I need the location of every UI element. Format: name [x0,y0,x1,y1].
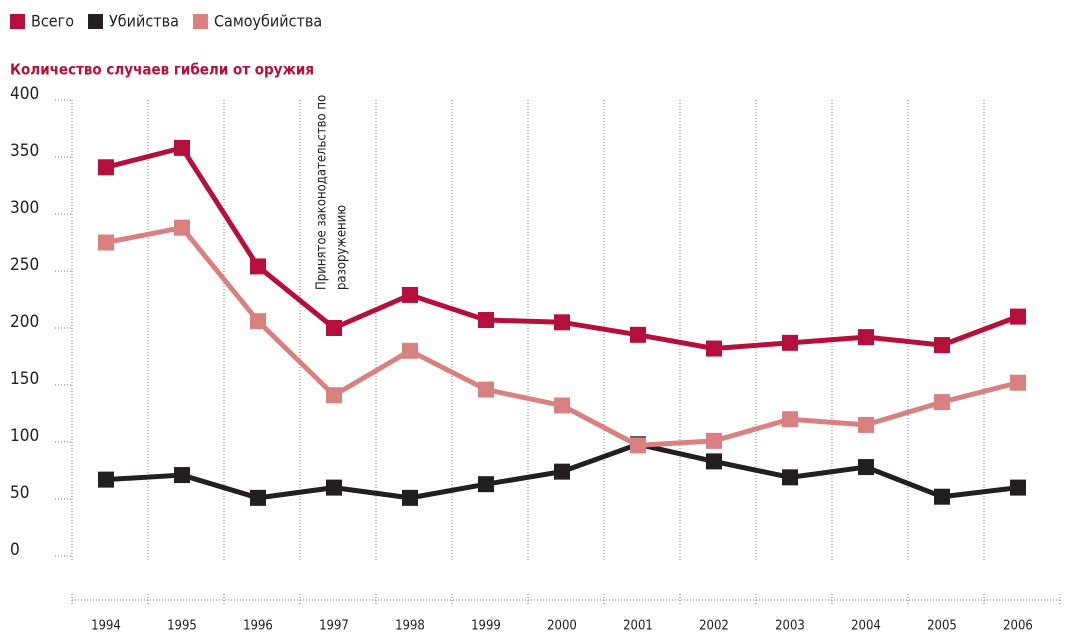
point-marker [858,329,874,346]
x-tick-label: 1997 [319,619,349,633]
point-marker [706,453,722,470]
point-marker [98,234,114,251]
chart-title: Количество случаев гибели от оружия [10,61,314,79]
legend-label: Всего [31,12,74,31]
point-marker [934,337,950,354]
point-marker [478,312,494,329]
legend-swatch [10,14,25,29]
x-tick-label: 2003 [775,619,805,633]
point-marker [706,432,722,449]
point-marker [326,320,342,336]
point-marker [934,394,950,411]
point-marker [1010,308,1026,325]
point-marker [554,397,570,414]
annotation: Принятое законодательство по [315,95,330,290]
point-marker [402,342,418,359]
y-tick-label: 300 [10,198,39,218]
y-tick-label: 350 [10,141,39,161]
point-marker [782,334,798,351]
point-marker [858,459,874,476]
y-tick-label: 150 [10,369,39,389]
point-marker [250,313,266,330]
x-tick-label: 2004 [851,619,881,633]
y-tick-label: 250 [10,255,39,275]
point-marker [554,463,570,480]
point-marker [326,387,342,404]
x-tick-label: 2000 [547,619,577,633]
point-marker [630,437,646,454]
point-marker [858,416,874,433]
x-tick-label: 2006 [1003,619,1033,633]
annotation: разоружению [335,205,350,290]
point-marker [174,139,190,156]
point-marker [250,258,266,275]
x-tick-label: 2001 [623,619,653,633]
y-tick-label: 100 [10,426,39,446]
x-tick-label: 1994 [91,619,121,633]
point-marker [326,479,342,496]
legend-swatch [88,14,104,29]
point-marker [782,469,798,486]
point-marker [554,314,570,331]
point-marker [630,326,646,343]
point-marker [478,381,494,398]
point-marker [706,340,722,357]
legend-swatch [192,14,208,29]
point-marker [934,488,950,505]
point-marker [1010,374,1026,391]
point-marker [98,159,114,176]
point-marker [782,411,798,428]
y-tick-label: 50 [10,483,29,503]
y-tick-label: 0 [10,540,20,560]
point-marker [402,489,418,506]
point-marker [478,476,494,493]
x-tick-label: 1999 [471,619,501,633]
point-marker [98,471,114,488]
x-tick-label: 1998 [395,619,425,633]
point-marker [250,489,266,506]
y-tick-label: 400 [10,84,39,104]
point-marker [1010,479,1026,496]
point-marker [174,219,190,236]
x-tick-label: 2005 [927,619,957,633]
x-tick-label: 1996 [243,619,273,633]
legend-label: Убийства [109,12,179,31]
x-tick-label: 2002 [699,619,729,633]
legend-label: Самоубийства [214,12,322,31]
y-tick-label: 200 [10,312,39,332]
point-marker [402,286,418,303]
x-tick-label: 1995 [167,619,197,633]
point-marker [174,467,190,484]
